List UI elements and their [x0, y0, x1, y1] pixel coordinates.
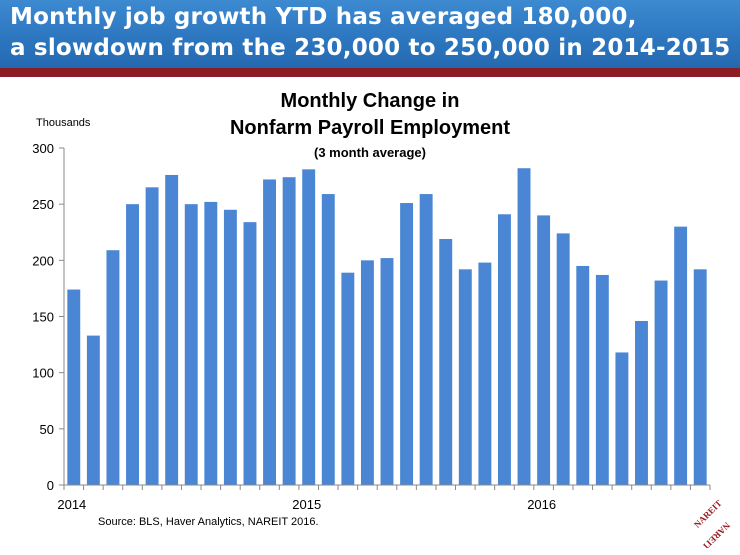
- x-tick-label: 2014: [57, 497, 86, 512]
- bar: [165, 174, 179, 485]
- header-title-line-2: a slowdown from the 230,000 to 250,000 i…: [10, 35, 731, 61]
- bar: [654, 280, 668, 485]
- bar: [106, 250, 120, 485]
- bar: [282, 177, 296, 485]
- y-tick-label: 150: [32, 310, 54, 325]
- bar: [635, 320, 648, 485]
- bar: [223, 209, 237, 486]
- y-tick-label: 250: [32, 197, 54, 212]
- bar: [576, 265, 590, 485]
- bar: [400, 203, 414, 485]
- bar: [321, 194, 335, 485]
- y-tick-label: 300: [32, 141, 54, 156]
- bar: [67, 289, 81, 485]
- nareit-logo: NAREIT NAREIT: [692, 498, 732, 548]
- bar: [595, 274, 609, 485]
- bar: [184, 204, 198, 485]
- bar: [145, 187, 159, 486]
- bar: [419, 194, 433, 485]
- y-tick-label: 200: [32, 253, 54, 268]
- bar: [497, 214, 511, 485]
- bar: [517, 168, 531, 485]
- header-title-line-1: Monthly job growth YTD has averaged 180,…: [10, 4, 637, 30]
- bar: [204, 201, 218, 486]
- header-banner: Monthly job growth YTD has averaged 180,…: [0, 0, 740, 68]
- source-note: Source: BLS, Haver Analytics, NAREIT 201…: [98, 516, 319, 528]
- x-tick-label: 2016: [527, 497, 556, 512]
- bar: [86, 335, 100, 485]
- chart-title-line-1: Monthly Change in: [280, 90, 460, 112]
- chart-title-line-2: Nonfarm Payroll Employment: [229, 117, 511, 139]
- bar: [615, 352, 629, 485]
- y-axis-unit-label: Thousands: [36, 117, 91, 129]
- header-rule: [0, 68, 740, 77]
- chart-subtitle: (3 month average): [314, 145, 426, 160]
- x-tick-label: 2015: [292, 497, 321, 512]
- bar: [439, 238, 453, 485]
- bar: [380, 258, 394, 485]
- bar: [126, 204, 139, 485]
- bar: [360, 260, 374, 485]
- bar: [674, 226, 688, 485]
- bar: [263, 179, 277, 485]
- bar: [341, 272, 355, 485]
- bar: [243, 222, 257, 485]
- bar: [693, 269, 707, 485]
- bar: [302, 169, 316, 486]
- svg-text:NAREIT: NAREIT: [700, 520, 732, 548]
- y-tick-label: 0: [47, 478, 54, 493]
- y-tick-label: 100: [32, 366, 54, 381]
- bar: [556, 233, 570, 485]
- bar: [458, 269, 472, 485]
- y-tick-label: 50: [40, 422, 54, 437]
- svg-text:NAREIT: NAREIT: [692, 498, 724, 530]
- bar: [537, 215, 551, 485]
- bar: [478, 262, 492, 485]
